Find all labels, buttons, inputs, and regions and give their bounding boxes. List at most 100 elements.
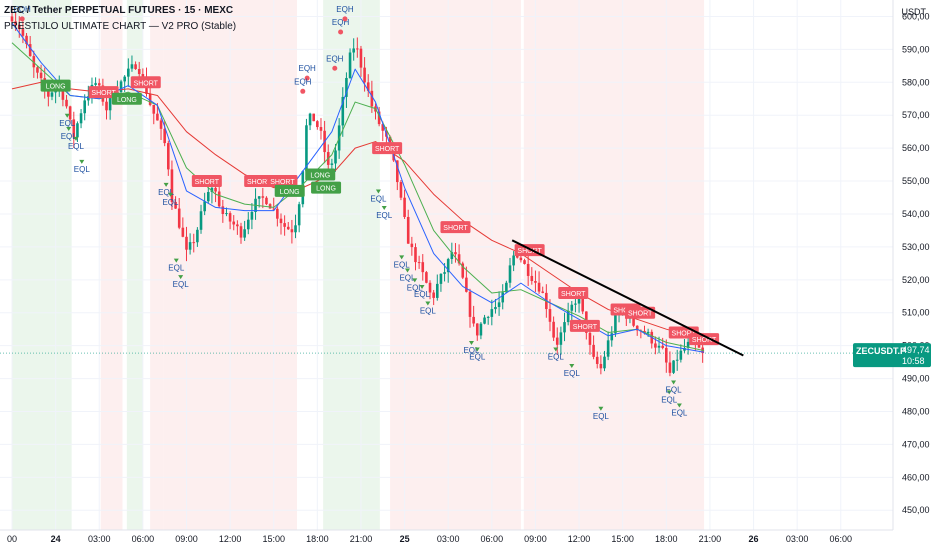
eq-marker: EQL [548, 347, 564, 362]
eq-marker: EQL [68, 136, 85, 151]
signal-label: SHORT [561, 291, 586, 298]
candle [152, 104, 156, 125]
candle-body [134, 64, 137, 70]
trend-line[interactable] [511, 239, 744, 357]
candle-body [661, 345, 664, 348]
candle-body [137, 69, 141, 75]
candle-body [446, 259, 450, 273]
candle [286, 222, 290, 230]
eq-label: EQH [326, 54, 344, 63]
candle-body [377, 111, 381, 125]
candle-body [312, 113, 316, 122]
candle-body [203, 201, 206, 212]
candle [217, 184, 221, 208]
eq-triangle [375, 189, 381, 194]
eq-marker: EQL [158, 182, 175, 197]
price-tick-label: 590,00 [902, 44, 930, 54]
signal-label: SHORT [270, 179, 295, 186]
eq-dot [300, 88, 306, 94]
price-tick-label: 550,00 [902, 176, 930, 186]
candle [603, 350, 606, 372]
candle [32, 50, 36, 78]
candle-body [512, 255, 515, 266]
eq-label: EQL [162, 198, 179, 207]
zone-green [323, 0, 380, 530]
time-tick-label: 26 [749, 534, 759, 544]
eq-triangle [163, 182, 169, 187]
eq-triangle [676, 403, 682, 408]
signal-short: SHORT [558, 286, 589, 299]
candle-body [450, 252, 454, 260]
price-tick-label: 540,00 [902, 209, 930, 219]
candle-body [297, 204, 301, 226]
candle [105, 97, 108, 120]
eq-label: EQH [14, 5, 32, 14]
eq-marker: EQL [168, 258, 185, 273]
eq-marker: EQH [336, 5, 354, 22]
candle [167, 140, 170, 176]
ema-fast-line [11, 22, 705, 353]
candle-body [432, 292, 435, 298]
candle-body [363, 67, 366, 83]
signal-long: LONG [40, 79, 71, 92]
candle-body [105, 101, 108, 111]
candle-body [534, 281, 537, 283]
candle [28, 36, 32, 57]
candle-body [334, 150, 337, 164]
eq-label: EQL [420, 306, 437, 315]
eq-triangle [178, 275, 184, 280]
eq-triangle [73, 136, 79, 141]
price-tick-label: 490,00 [902, 374, 930, 384]
candle-body [559, 332, 563, 345]
candle-body [308, 113, 312, 126]
time-axis[interactable]: 00 24 03:00 06:00 09:00 12:00 15:00 18:00 21:00 2… [7, 534, 852, 544]
candle [552, 316, 555, 342]
eq-label: EQL [74, 165, 91, 174]
candle-body [570, 304, 574, 311]
candle [290, 219, 294, 244]
eq-triangle [66, 126, 72, 131]
candle-body [17, 24, 21, 30]
candle [428, 280, 432, 300]
eq-triangle [666, 390, 672, 395]
candle-body [501, 292, 505, 303]
candle-body [574, 303, 577, 305]
candle [236, 220, 239, 235]
signal-box [625, 306, 656, 319]
signal-box [311, 181, 342, 194]
candle [65, 94, 68, 109]
candle-body [243, 229, 246, 238]
candle-body [25, 35, 28, 45]
candle-body [319, 127, 323, 131]
price-badge-bg [853, 343, 931, 368]
candle-body [206, 191, 210, 202]
candle-body [697, 343, 701, 348]
eq-marker: EQH [326, 54, 344, 71]
currency-label[interactable]: USDT [901, 7, 927, 17]
candle [494, 298, 497, 314]
time-tick-label: 03:00 [786, 534, 809, 544]
candle [454, 243, 457, 263]
candle-body [508, 265, 512, 283]
candle [239, 222, 243, 244]
candle [170, 160, 174, 211]
time-tick-label: 15:00 [611, 534, 634, 544]
price-tick-label: 530,00 [902, 242, 930, 252]
eq-label: EQL [68, 142, 85, 151]
signal-box [267, 175, 298, 188]
time-tick-label: 25 [400, 534, 410, 544]
zone-red [390, 0, 521, 530]
eq-label: EQL [394, 260, 411, 269]
candle [192, 233, 196, 253]
candle [68, 105, 72, 124]
candle-body [366, 82, 370, 91]
indicator-title[interactable]: PRESTIJLO ULTIMATE CHART — V2 PRO (Stabl… [4, 21, 237, 32]
symbol-title[interactable]: ZEC / Tether PERPETUAL FUTURES · 15 · ME… [4, 5, 234, 16]
candle-body [97, 83, 101, 86]
time-tick-label: 24 [51, 534, 61, 544]
price-tick-label: 460,00 [902, 472, 930, 482]
candle [635, 325, 639, 336]
candle [497, 291, 501, 316]
zone-green [12, 0, 72, 530]
